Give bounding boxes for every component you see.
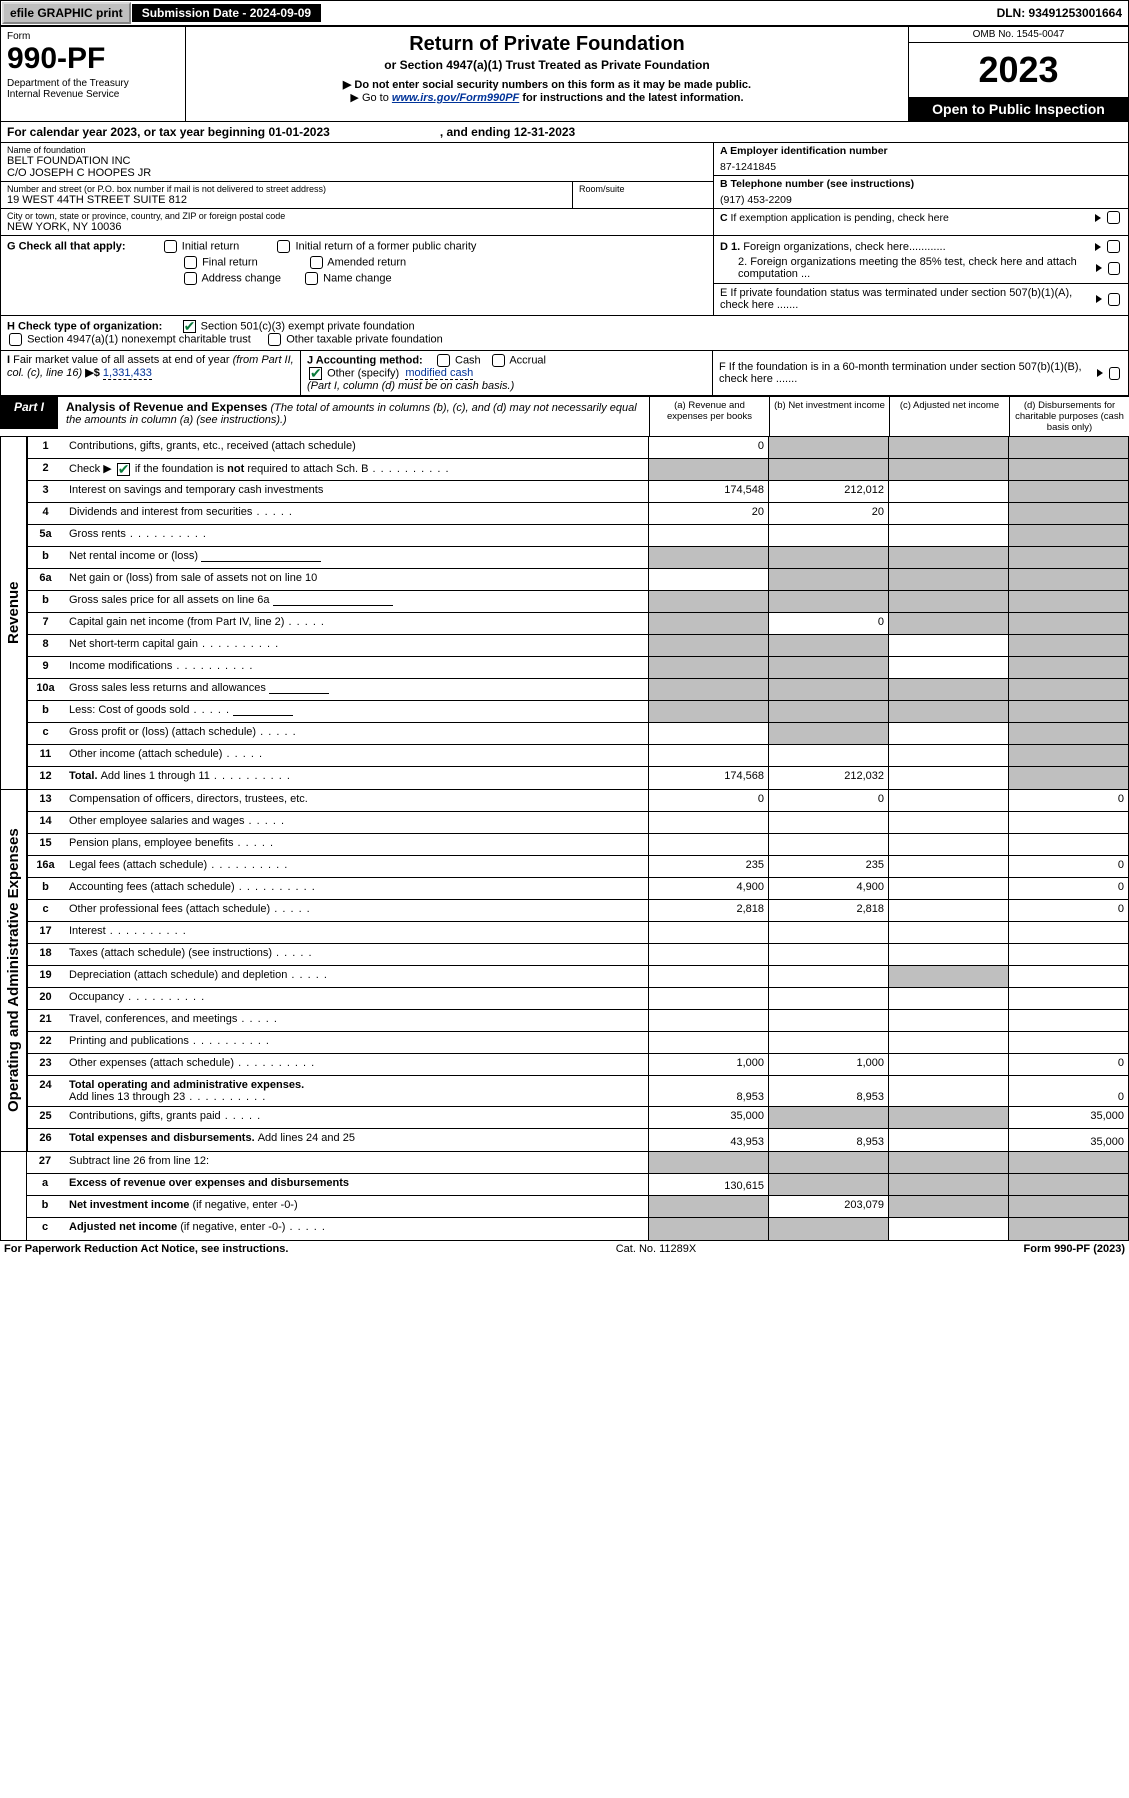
d2-label: 2. Foreign organizations meeting the 85%…	[720, 256, 1096, 280]
tax-year: 2023	[909, 43, 1128, 97]
e-label: E If private foundation status was termi…	[720, 287, 1096, 311]
sch-b-checkbox[interactable]	[117, 463, 130, 476]
col-b-header: (b) Net investment income	[769, 397, 889, 436]
form-note-2: ▶ Go to www.irs.gov/Form990PF for instru…	[196, 91, 898, 104]
form-note-1: ▶ Do not enter social security numbers o…	[196, 78, 898, 91]
g-label: G Check all that apply:	[7, 240, 126, 252]
section-ij: I Fair market value of all assets at end…	[0, 351, 1129, 396]
identity-block: Name of foundation BELT FOUNDATION INC C…	[0, 143, 1129, 236]
submission-date: Submission Date - 2024-09-09	[132, 4, 321, 22]
d1-checkbox[interactable]	[1107, 240, 1120, 253]
omb-number: OMB No. 1545-0047	[909, 27, 1128, 43]
col-a-header: (a) Revenue and expenses per books	[649, 397, 769, 436]
revenue-section: Revenue 1Contributions, gifts, grants, e…	[0, 437, 1129, 790]
open-to-public: Open to Public Inspection	[909, 97, 1128, 121]
dln: DLN: 93491253001664	[991, 4, 1128, 22]
footer-cat: Cat. No. 11289X	[616, 1243, 697, 1255]
expenses-side-label: Operating and Administrative Expenses	[1, 790, 27, 1151]
part1-label: Part I	[0, 397, 58, 429]
phone-value: (917) 453-2209	[720, 190, 1122, 206]
form-number: 990-PF	[7, 42, 179, 76]
ein-value: 87-1241845	[720, 157, 1122, 173]
arrow-icon	[1096, 264, 1102, 272]
form-label: Form	[7, 31, 179, 42]
initial-return-checkbox[interactable]	[164, 240, 177, 253]
final-return-checkbox[interactable]	[184, 256, 197, 269]
part1-header-row: Part I Analysis of Revenue and Expenses …	[0, 396, 1129, 437]
foundation-name: BELT FOUNDATION INC C/O JOSEPH C HOOPES …	[7, 155, 707, 179]
footer-form: Form 990-PF (2023)	[1024, 1243, 1126, 1255]
irs-link[interactable]: www.irs.gov/Form990PF	[392, 92, 519, 104]
efile-print-button[interactable]: efile GRAPHIC print	[2, 2, 131, 24]
h-label: H Check type of organization:	[7, 320, 162, 332]
net-section: 27Subtract line 26 from line 12: aExcess…	[0, 1152, 1129, 1241]
cash-checkbox[interactable]	[437, 354, 450, 367]
col-d-header: (d) Disbursements for charitable purpose…	[1009, 397, 1129, 436]
part1-title: Analysis of Revenue and Expenses (The to…	[58, 397, 649, 429]
fair-market-value[interactable]: 1,331,433	[103, 367, 152, 380]
exemption-pending-label: C If exemption application is pending, c…	[720, 212, 949, 224]
footer-left: For Paperwork Reduction Act Notice, see …	[4, 1243, 288, 1255]
other-method-checkbox[interactable]	[309, 367, 322, 380]
revenue-side-label: Revenue	[1, 437, 27, 789]
j-label: J Accounting method:	[307, 354, 423, 366]
street-address: 19 WEST 44TH STREET SUITE 812	[7, 194, 566, 206]
page-footer: For Paperwork Reduction Act Notice, see …	[0, 1241, 1129, 1257]
4947-checkbox[interactable]	[9, 333, 22, 346]
arrow-icon	[1095, 243, 1101, 251]
d2-checkbox[interactable]	[1108, 262, 1120, 275]
d1-label: D 1. Foreign organizations, check here..…	[720, 241, 946, 253]
amended-return-checkbox[interactable]	[310, 256, 323, 269]
city-state-zip: NEW YORK, NY 10036	[7, 221, 707, 233]
address-label: Number and street (or P.O. box number if…	[7, 184, 566, 194]
department: Department of the Treasury Internal Reve…	[7, 78, 179, 100]
address-change-checkbox[interactable]	[184, 272, 197, 285]
accrual-checkbox[interactable]	[492, 354, 505, 367]
other-method-value: modified cash	[405, 367, 473, 380]
arrow-icon	[1095, 214, 1101, 222]
j-note: (Part I, column (d) must be on cash basi…	[307, 380, 514, 392]
exemption-pending-checkbox[interactable]	[1107, 211, 1120, 224]
f-label: F If the foundation is in a 60-month ter…	[719, 361, 1097, 385]
form-subtitle: or Section 4947(a)(1) Trust Treated as P…	[196, 58, 898, 72]
name-change-checkbox[interactable]	[305, 272, 318, 285]
topbar: efile GRAPHIC print Submission Date - 20…	[0, 0, 1129, 26]
arrow-icon	[1096, 295, 1102, 303]
form-header: Form 990-PF Department of the Treasury I…	[0, 26, 1129, 122]
section-h: H Check type of organization: Section 50…	[0, 316, 1129, 351]
f-checkbox[interactable]	[1109, 367, 1120, 380]
col-c-header: (c) Adjusted net income	[889, 397, 1009, 436]
phone-label: B Telephone number (see instructions)	[720, 178, 1122, 190]
section-g: G Check all that apply: Initial return I…	[0, 236, 1129, 316]
name-label: Name of foundation	[7, 145, 707, 155]
e-checkbox[interactable]	[1108, 293, 1120, 306]
initial-return-public-checkbox[interactable]	[277, 240, 290, 253]
ein-label: A Employer identification number	[720, 145, 1122, 157]
other-taxable-checkbox[interactable]	[268, 333, 281, 346]
room-suite-label: Room/suite	[573, 182, 713, 208]
calendar-year-bar: For calendar year 2023, or tax year begi…	[0, 122, 1129, 143]
form-title: Return of Private Foundation	[196, 33, 898, 56]
expenses-section: Operating and Administrative Expenses 13…	[0, 790, 1129, 1152]
501c3-checkbox[interactable]	[183, 320, 196, 333]
city-label: City or town, state or province, country…	[7, 211, 707, 221]
arrow-icon	[1097, 369, 1103, 377]
